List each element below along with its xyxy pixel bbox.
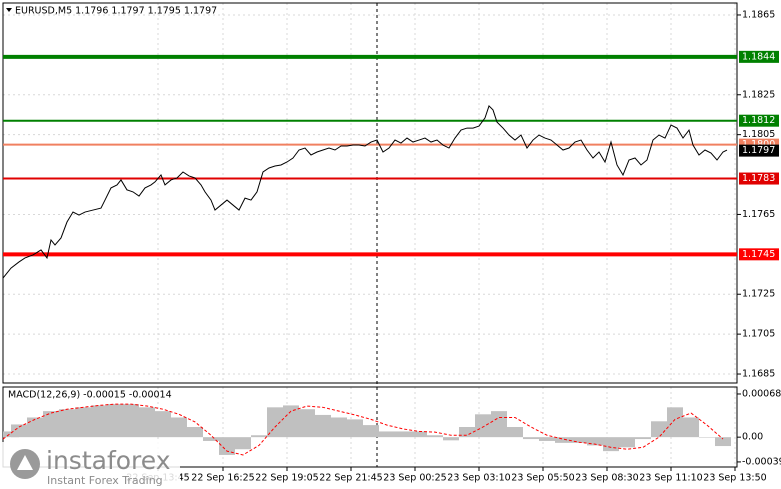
macd-bar xyxy=(363,425,379,438)
macd-bar xyxy=(427,435,443,438)
logo-name: instaforex xyxy=(46,446,171,475)
macd-bar xyxy=(603,437,619,452)
macd-panel-frame xyxy=(2,386,738,468)
x-tick-label: 22 Sep 16:25 xyxy=(191,473,254,484)
macd-bar xyxy=(187,427,203,438)
y-tick-label: 0.00068 xyxy=(742,388,781,399)
macd-bar xyxy=(523,437,539,440)
macd-bar xyxy=(667,407,683,438)
macd-bar xyxy=(539,437,555,441)
y-tick-label: 1.1805 xyxy=(742,129,775,140)
x-tick-label: 22 Sep 21:45 xyxy=(319,473,382,484)
macd-bar xyxy=(27,417,43,438)
level-label-box xyxy=(739,50,779,63)
grid-layer xyxy=(3,3,737,467)
macd-bar xyxy=(331,417,347,438)
y-tick-label: 1.1705 xyxy=(742,329,775,340)
macd-bar xyxy=(507,427,523,438)
macd-bar xyxy=(171,417,187,438)
title-marker xyxy=(6,8,12,12)
y-tick-label: 0.00 xyxy=(742,432,763,443)
macd-bar xyxy=(619,437,635,448)
macd-bar xyxy=(75,407,91,438)
x-tick-label: 23 Sep 13:50 xyxy=(703,473,766,484)
x-tick-label: 23 Sep 11:10 xyxy=(639,473,702,484)
macd-bar xyxy=(267,407,283,438)
marks xyxy=(2,54,737,456)
macd-bar xyxy=(283,405,299,438)
level-label: 1.1844 xyxy=(742,51,775,62)
macd-bar xyxy=(203,437,219,441)
y-tick-label: 1.1825 xyxy=(742,89,775,100)
level-label: 1.1783 xyxy=(742,173,775,184)
x-tick-label: 23 Sep 08:30 xyxy=(575,473,638,484)
y-tick-label: 1.1865 xyxy=(742,9,775,20)
macd-bar xyxy=(43,411,59,438)
x-tick-label: 23 Sep 00:25 xyxy=(383,473,446,484)
x-tick-label: 23 Sep 03:10 xyxy=(447,473,510,484)
macd-bar xyxy=(571,437,587,443)
macd-bar xyxy=(475,414,491,438)
level-label: 1.1812 xyxy=(742,115,775,126)
x-tick-label: 22 Sep 19:05 xyxy=(255,473,318,484)
macd-bar xyxy=(299,409,315,438)
logo-icon-mark xyxy=(17,455,33,470)
price-panel-frame xyxy=(2,2,738,384)
last-price-label: 1.1797 xyxy=(742,145,775,156)
y-tick-label: 1.1765 xyxy=(742,209,775,220)
macd-bar xyxy=(715,437,731,447)
y-tick-label: -0.00039 xyxy=(742,456,781,467)
macd-bar xyxy=(235,437,251,450)
macd-bar xyxy=(219,437,235,455)
level-label: 1.1745 xyxy=(742,249,775,260)
logo-tagline: Instant Forex Trading xyxy=(47,474,163,487)
y-tick-label: 1.1685 xyxy=(742,369,775,380)
macd-bar xyxy=(699,437,715,438)
macd-title: MACD(12,26,9) -0.00015 -0.00014 xyxy=(8,390,172,401)
macd-bar xyxy=(11,424,27,438)
macd-bar xyxy=(683,417,699,438)
macd-bar xyxy=(251,435,267,438)
macd-bar xyxy=(443,437,459,441)
macd-bar xyxy=(107,404,123,438)
logo: instaforex Instant Forex Trading xyxy=(0,442,180,489)
macd-bar xyxy=(555,437,571,443)
level-label-box xyxy=(739,114,779,127)
macd-bar xyxy=(347,419,363,438)
macd-bar xyxy=(155,411,171,438)
y-tick-label: 1.1725 xyxy=(742,289,775,300)
macd-bar xyxy=(139,407,155,438)
macd-bar xyxy=(315,414,331,438)
macd-bar xyxy=(587,437,603,446)
chart-title: EURUSD,M5 1.1796 1.1797 1.1795 1.1797 xyxy=(15,6,217,17)
macd-bar xyxy=(395,431,411,438)
macd-bar xyxy=(411,431,427,438)
signal-line xyxy=(2,403,724,456)
x-tick-label: 23 Sep 05:50 xyxy=(511,473,574,484)
macd-bar xyxy=(651,421,667,438)
macd-bar xyxy=(491,411,507,438)
macd-bar xyxy=(59,409,75,438)
macd-bar xyxy=(379,431,395,438)
macd-bar xyxy=(635,437,651,440)
last-price-box xyxy=(739,144,779,157)
price-line xyxy=(2,105,728,279)
level-label-box xyxy=(739,172,779,185)
level-label-box xyxy=(739,248,779,261)
macd-bar xyxy=(123,404,139,438)
macd-bar xyxy=(459,427,475,438)
macd-bar xyxy=(91,405,107,438)
